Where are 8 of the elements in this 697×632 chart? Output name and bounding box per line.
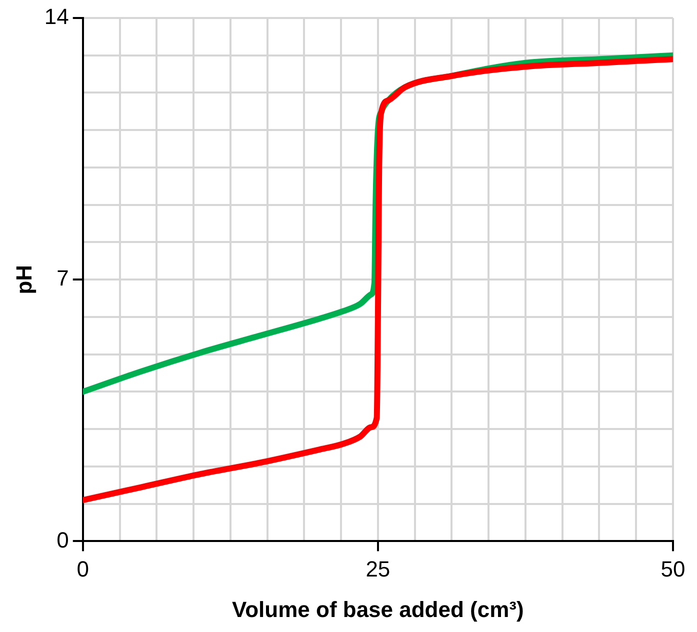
y-tick-label: 14 [44,4,69,30]
x-axis-title: Volume of base added (cm³) [232,596,524,622]
y-axis-title: pH [11,264,36,294]
x-tick-label: 50 [660,556,686,582]
x-tick-label: 0 [76,556,89,582]
y-tick-label: 7 [56,266,69,291]
x-tick-label: 25 [366,556,390,582]
y-tick-label: 0 [56,527,69,552]
